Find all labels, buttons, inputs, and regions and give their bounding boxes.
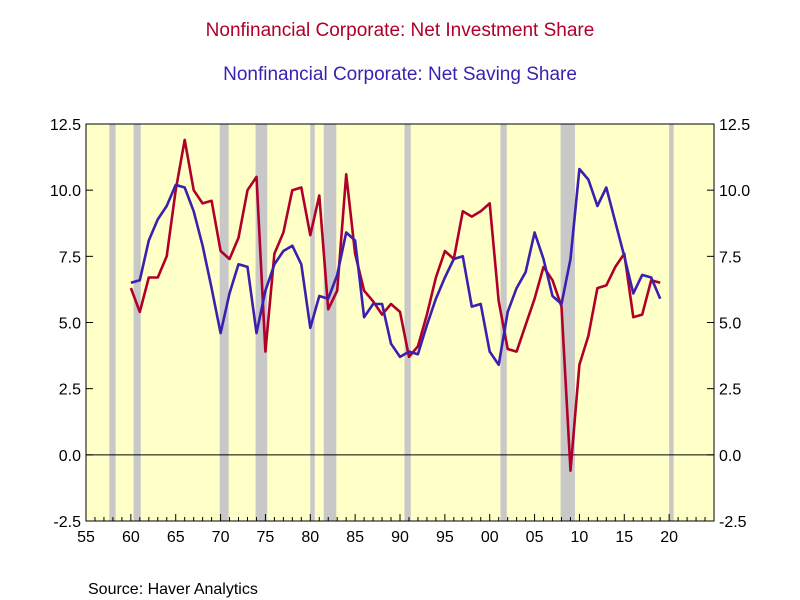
y-tick-label-left-6: 12.5 [50,117,81,134]
investment-share-line [129,138,661,473]
y-tick-label-right-4: 7.5 [719,249,741,266]
x-tick-label-5: 80 [301,529,319,546]
y-tick-label-left-3: 5.0 [59,316,81,333]
y-tick-label-left-1: 0.0 [59,448,81,465]
y-tick-label-left-4: 7.5 [59,249,81,266]
x-tick-label-12: 15 [615,529,633,546]
chart-title: Nonfinancial Corporate: Net Investment S… [206,20,595,41]
x-tick-label-7: 90 [391,529,409,546]
y-tick-label-right-6: 12.5 [719,117,750,134]
x-tick-label-1: 60 [122,529,140,546]
x-tick-label-6: 85 [346,529,364,546]
y-tick-label-right-1: 0.0 [719,448,741,465]
x-tick-label-3: 70 [212,529,230,546]
y-tick-label-left-0: -2.5 [53,514,81,531]
x-tick-label-2: 65 [167,529,185,546]
x-tick-label-9: 00 [481,529,499,546]
plot-background [86,124,714,521]
y-tick-label-right-3: 5.0 [719,316,741,333]
recession-band-4 [255,124,268,521]
x-tick-label-0: 55 [77,529,95,546]
y-tick-label-right-2: 2.5 [719,382,741,399]
recession-band-6 [323,124,337,521]
y-tick-label-right-5: 10.0 [719,183,750,200]
saving-share-line [130,167,662,367]
recession-band-10 [669,124,674,521]
x-tick-label-10: 05 [526,529,544,546]
y-tick-label-left-5: 10.0 [50,183,81,200]
recession-band-9 [560,124,575,521]
recession-band-7 [404,124,411,521]
recession-band-2 [133,124,141,521]
x-tick-label-11: 10 [571,529,589,546]
recession-band-1 [109,124,116,521]
x-tick-label-4: 75 [257,529,275,546]
y-tick-label-left-2: 2.5 [59,382,81,399]
x-tick-label-8: 95 [436,529,454,546]
x-tick-label-13: 20 [660,529,678,546]
source-note: Source: Haver Analytics [88,581,258,598]
y-tick-label-right-0: -2.5 [719,514,747,531]
chart-subtitle: Nonfinancial Corporate: Net Saving Share [223,64,577,85]
